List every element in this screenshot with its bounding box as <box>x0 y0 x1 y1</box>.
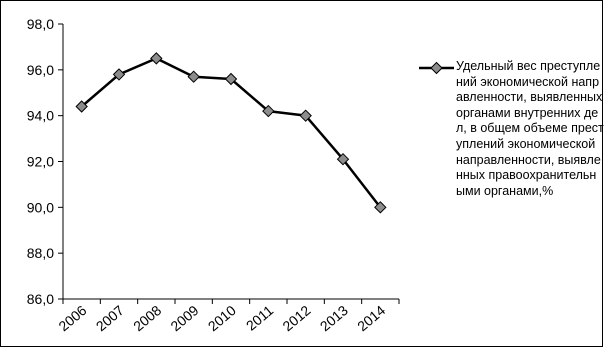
data-point-marker <box>299 109 312 122</box>
y-tick-label: 96,0 <box>27 62 54 78</box>
x-tick-label: 2011 <box>243 302 277 334</box>
y-tick-label: 94,0 <box>27 108 54 124</box>
data-point-marker <box>112 68 126 81</box>
data-point-marker <box>150 52 163 65</box>
data-point-marker <box>224 72 238 86</box>
x-tick-label: 2012 <box>279 302 313 334</box>
x-tick-label: 2008 <box>130 302 164 334</box>
x-tick-label: 2010 <box>205 302 239 334</box>
data-point-marker <box>374 201 387 214</box>
x-tick-label: 2014 <box>354 302 388 334</box>
x-tick-label: 2007 <box>93 302 127 334</box>
y-tick-label: 92,0 <box>27 154 54 170</box>
y-tick-label: 90,0 <box>27 199 54 215</box>
y-tick-label: 88,0 <box>27 245 54 261</box>
x-tick-label: 2009 <box>167 302 201 334</box>
data-point-marker <box>75 100 88 113</box>
line-chart: 86,0 88,0 90,0 92,0 94,0 96,0 98,0 2006 2007 2008… <box>27 16 454 334</box>
x-tick-label: 2006 <box>55 302 89 334</box>
x-tick-label: 2013 <box>317 302 351 334</box>
y-tick-label: 86,0 <box>27 291 54 307</box>
legend-label: Удельный вес преступлений экономической … <box>456 59 604 198</box>
legend-marker-swatch <box>430 61 443 75</box>
data-point-marker <box>262 104 275 118</box>
data-point-marker <box>187 70 200 83</box>
y-tick-label: 98,0 <box>27 16 54 32</box>
data-point-marker <box>336 153 350 166</box>
